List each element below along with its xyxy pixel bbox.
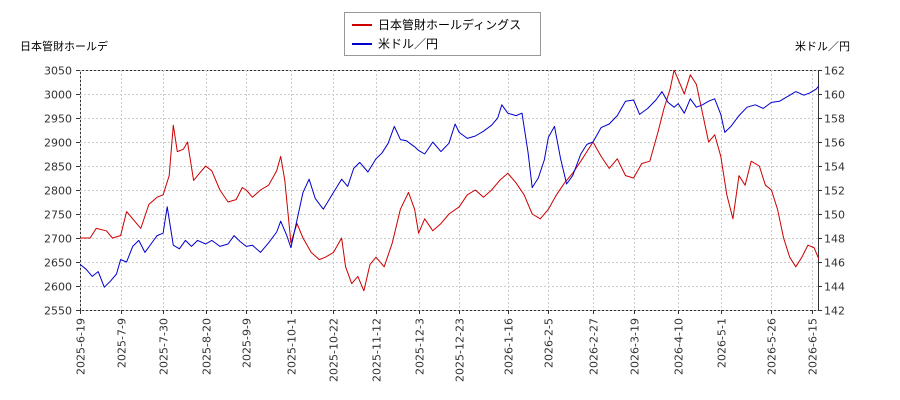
x-tick-label: 2026-2-5 [543,318,556,368]
x-tick-label: 2025-6-19 [75,318,88,375]
x-tick-label: 2026-4-10 [673,318,686,375]
right-tick-label: 156 [824,137,845,150]
left-tick-label: 3000 [44,89,72,102]
left-tick-label: 2950 [44,113,72,126]
right-tick-label: 144 [824,281,845,294]
right-tick-label: 158 [824,113,845,126]
right-tick-label: 162 [824,65,845,78]
x-tick-label: 2025-12-23 [454,318,467,382]
left-axis-title: 日本管財ホールデ [20,39,108,53]
series-lines [80,70,819,292]
x-tick-label: 2026-2-27 [588,318,601,375]
left-tick-label: 2900 [44,137,72,150]
x-tick-label: 2025-10-22 [328,318,341,382]
x-tick-label: 2025-8-20 [201,318,214,375]
right-tick-label: 146 [824,257,845,270]
right-tick-label: 150 [824,209,845,222]
right-tick-label: 148 [824,233,845,246]
left-tick-label: 2800 [44,185,72,198]
x-tick-label: 2025-12-3 [414,318,427,375]
right-tick-label: 154 [824,161,845,174]
left-tick-label: 2700 [44,233,72,246]
left-axis-ticks: 2550 2600 2650 2700 2750 2800 2850 2900 2950 3000… [44,65,80,318]
right-tick-label: 142 [824,305,845,318]
x-tick-label: 2025-7-9 [116,318,129,368]
x-tick-label: 2026-3-19 [629,318,642,375]
left-tick-label: 2600 [44,281,72,294]
legend: 日本管財ホールディングス 米ドル／円 [344,12,541,56]
x-axis-ticks: 2025-6-19 2025-7-9 2025-7-30 2025-8-20 2025-… [75,310,820,382]
left-tick-label: 3050 [44,65,72,78]
series-line-stock [80,70,819,292]
x-tick-label: 2025-11-12 [371,318,384,382]
x-tick-label: 2026-5-26 [766,318,779,375]
x-tick-label: 2026-6-15 [807,318,820,375]
right-tick-label: 160 [824,89,845,102]
x-tick-label: 2025-7-30 [158,318,171,375]
x-tick-label: 2026-5-1 [716,318,729,368]
left-tick-label: 2850 [44,161,72,174]
x-tick-label: 2025-9-9 [241,318,254,368]
right-axis-ticks: 142 144 146 148 150 152 154 156 158 160 162 [818,65,845,318]
legend-label-usdjpy: 米ドル／円 [378,37,438,51]
left-tick-label: 2650 [44,257,72,270]
x-tick-label: 2026-1-16 [503,318,516,375]
series-line-usdjpy [80,84,819,288]
right-tick-label: 152 [824,185,845,198]
left-tick-label: 2750 [44,209,72,222]
left-tick-label: 2550 [44,305,72,318]
legend-label-stock: 日本管財ホールディングス [378,17,521,32]
x-tick-label: 2025-10-1 [286,318,299,375]
legend-box [344,12,541,56]
right-axis-title: 米ドル／円 [795,40,850,53]
